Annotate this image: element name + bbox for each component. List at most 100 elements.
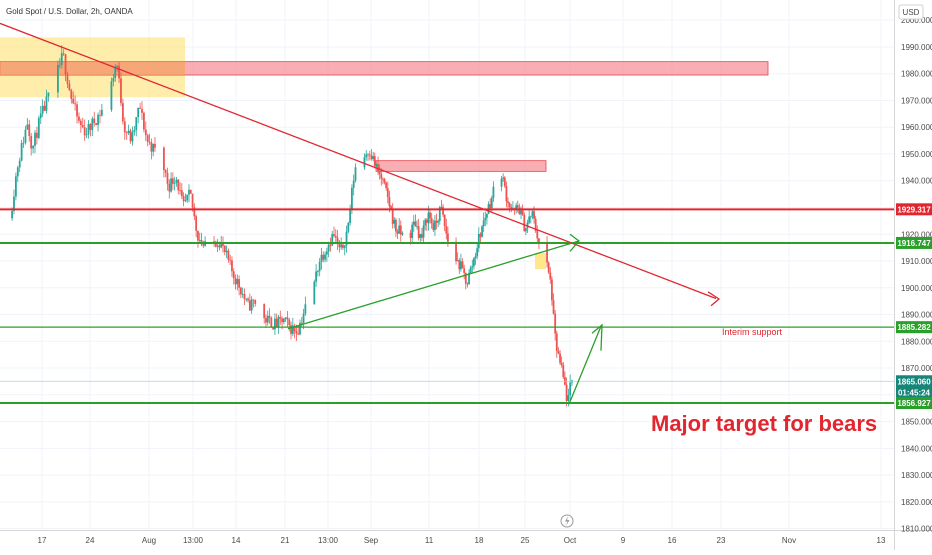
- candle-body: [95, 123, 98, 125]
- time-axis[interactable]: 17 24 Aug 13:00 14 21 13:00 Sep 11 18 25 Oct 9 16 23 No…: [38, 536, 886, 545]
- y-tick-label: 2000.000: [901, 16, 932, 25]
- breakout-highlight: [535, 252, 546, 270]
- candle-body: [247, 298, 249, 301]
- y-tick-label: 1950.000: [901, 150, 932, 159]
- y-tick-label: 1910.000: [901, 257, 932, 266]
- candle-body: [135, 117, 138, 131]
- candle-body: [372, 156, 375, 160]
- price-axis[interactable]: 1810.000 1820.000 1830.000 1840.000 1850.000…: [901, 16, 932, 533]
- candle-body: [340, 244, 343, 248]
- candle-body: [422, 225, 425, 238]
- annotation-major-target: Major target for bears: [651, 411, 877, 436]
- candle-body: [68, 83, 71, 91]
- candle-body: [463, 268, 466, 273]
- candle-body: [396, 231, 399, 234]
- candle-body: [70, 90, 73, 99]
- candle-body: [367, 154, 369, 156]
- candle-body: [14, 176, 17, 197]
- candle-body: [248, 300, 251, 311]
- candle-body: [531, 211, 534, 217]
- resistance-zone-overlap: [0, 61, 185, 76]
- candle-body: [218, 245, 221, 248]
- candle-body: [322, 254, 325, 260]
- y-tick-label: 1920.000: [901, 230, 932, 239]
- candle-body: [20, 143, 23, 161]
- candle-body: [424, 219, 427, 226]
- candle-body: [373, 156, 376, 166]
- candle-body: [438, 207, 441, 221]
- projection-arrowhead: [591, 323, 603, 351]
- candle-body: [409, 232, 412, 238]
- candle-body: [336, 237, 339, 243]
- candle-body: [295, 331, 298, 334]
- candle-body: [562, 364, 565, 378]
- candle-body: [227, 250, 230, 260]
- candle-body: [184, 200, 187, 202]
- candle-body: [523, 214, 526, 232]
- y-tick-label: 1880.000: [901, 337, 932, 346]
- candle-body: [507, 201, 509, 204]
- candle-body: [252, 299, 255, 301]
- y-tick-label: 1970.000: [901, 96, 932, 105]
- candle-body: [236, 279, 239, 285]
- y-tick-label: 1990.000: [901, 43, 932, 52]
- candle-body: [182, 196, 185, 201]
- candle-body: [458, 260, 461, 270]
- candle-body: [318, 261, 321, 272]
- candle-body: [22, 142, 25, 144]
- candle-body: [83, 127, 86, 136]
- candle-body: [546, 242, 548, 263]
- candle-body: [202, 244, 205, 246]
- candle-body: [189, 189, 192, 194]
- candle-body: [425, 219, 428, 223]
- candle-body: [34, 132, 36, 146]
- candle-body: [484, 217, 487, 221]
- candle-body: [521, 210, 524, 215]
- y-tick-label: 1830.000: [901, 471, 932, 480]
- resistance-zone-mid: [375, 160, 547, 172]
- candle-body: [482, 220, 485, 227]
- annotations: Interim support Major target for bears: [651, 327, 877, 436]
- x-tick-label: Oct: [564, 536, 577, 545]
- candle-body: [518, 207, 521, 215]
- candle-body: [349, 210, 352, 223]
- candle-body: [39, 113, 42, 119]
- candle-body: [121, 103, 124, 122]
- candle-body: [316, 271, 319, 272]
- candle-body: [60, 53, 63, 65]
- candle-body: [229, 259, 232, 261]
- y-tick-label: 1840.000: [901, 444, 932, 453]
- candle-body: [416, 226, 418, 228]
- candle-body: [43, 105, 46, 111]
- x-tick-label: 24: [86, 536, 95, 545]
- candle-body: [32, 145, 34, 149]
- candle-body: [515, 205, 518, 209]
- candle-body: [250, 299, 253, 311]
- candle-body: [36, 132, 38, 138]
- y-tick-label: 1890.000: [901, 311, 932, 320]
- candle-body: [170, 178, 172, 192]
- price-tag-label: 1885.282: [897, 323, 931, 332]
- currency-button[interactable]: [898, 4, 924, 20]
- candle-body: [417, 226, 420, 239]
- candle-body: [370, 155, 373, 160]
- candle-body: [87, 123, 90, 135]
- candle-body: [365, 154, 368, 158]
- lightning-icon[interactable]: [560, 514, 574, 528]
- candle-body: [479, 234, 482, 237]
- candle-body: [304, 304, 307, 314]
- resistance-zone-upper: [0, 61, 769, 76]
- candle-body: [74, 103, 77, 105]
- candle-body: [240, 287, 242, 295]
- candle-body: [486, 213, 488, 218]
- candle-body: [214, 241, 217, 247]
- candle-body: [554, 313, 557, 334]
- candle-body: [508, 203, 511, 208]
- candle-body: [188, 189, 190, 195]
- candle-body: [354, 167, 357, 181]
- candle-body: [327, 244, 330, 252]
- ascending-trendline: [287, 240, 579, 330]
- y-tick-label: 1820.000: [901, 498, 932, 507]
- candle-body: [279, 316, 282, 319]
